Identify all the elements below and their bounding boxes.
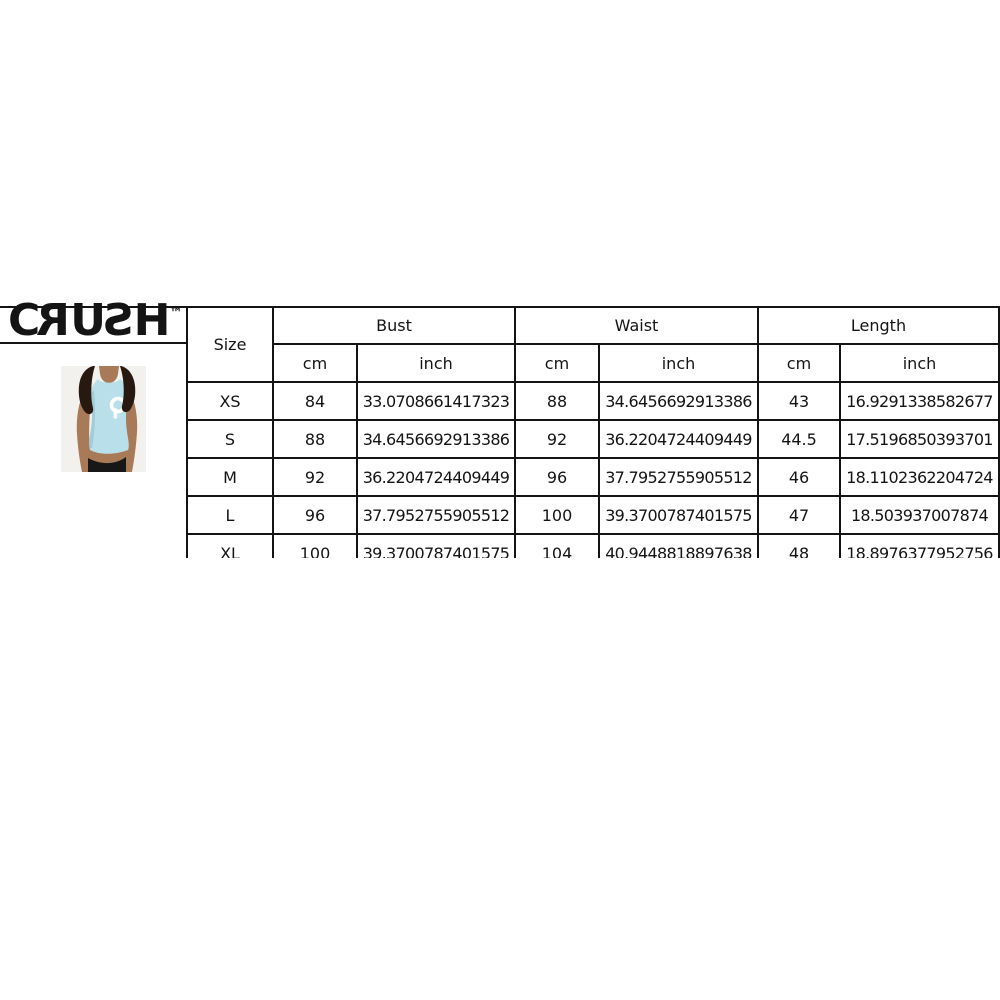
logo-letter-mirrored-r: R	[38, 295, 71, 346]
waist-inch-cell: 34.6456692913386	[598, 381, 759, 421]
waist-inch-cell: 40.9448818897638	[598, 533, 759, 558]
size-chart-table: Size Bust Waist Length cm inch cm inch c…	[186, 306, 1000, 558]
table-row-xl: XL 100 39.3700787401575 104 40.944881889…	[186, 533, 1000, 558]
size-cell: XL	[186, 533, 274, 558]
logo-underline	[0, 342, 187, 344]
size-cell: S	[186, 419, 274, 459]
bust-inch-cell: 37.7952755905512	[356, 495, 516, 535]
size-cell: XS	[186, 381, 274, 421]
table-row-s: S 88 34.6456692913386 92 36.220472440944…	[186, 419, 1000, 459]
waist-cm-cell: 100	[514, 495, 600, 535]
model-hair-right	[120, 366, 136, 413]
length-cm-cell: 47	[757, 495, 841, 535]
unit-header: cm	[757, 343, 841, 383]
logo-letter-mirrored-s: S	[103, 295, 134, 346]
length-inch-cell: 18.8976377952756	[839, 533, 1000, 558]
bust-cm-cell: 100	[272, 533, 358, 558]
model-hair-left	[78, 366, 95, 415]
length-inch-cell: 17.5196850393701	[839, 419, 1000, 459]
brand-logo: CRUSH™	[8, 295, 183, 346]
length-cm-cell: 44.5	[757, 419, 841, 459]
length-inch-cell: 16.9291338582677	[839, 381, 1000, 421]
tank-shading	[89, 390, 96, 448]
bust-inch-cell: 39.3700787401575	[356, 533, 516, 558]
model-neck	[99, 366, 119, 383]
product-photo	[61, 366, 146, 472]
bust-cm-cell: 96	[272, 495, 358, 535]
waist-group-header: Waist	[514, 306, 759, 345]
logo-letter: H	[133, 295, 171, 346]
table-row-m: M 92 36.2204724409449 96 37.795275590551…	[186, 457, 1000, 497]
bust-cm-cell: 92	[272, 457, 358, 497]
unit-header: inch	[839, 343, 1000, 383]
black-bottoms	[88, 457, 126, 472]
waist-cm-cell: 96	[514, 457, 600, 497]
unit-header: cm	[272, 343, 358, 383]
trademark-symbol: ™	[169, 306, 183, 321]
unit-header: inch	[598, 343, 759, 383]
logo-letter: C	[8, 295, 40, 346]
waist-inch-cell: 39.3700787401575	[598, 495, 759, 535]
unit-header: cm	[514, 343, 600, 383]
header-row-groups: Size Bust Waist Length	[186, 306, 1000, 383]
table-row-xs: XS 84 33.0708661417323 88 34.64566929133…	[186, 381, 1000, 421]
size-cell: M	[186, 457, 274, 497]
bust-cm-cell: 88	[272, 419, 358, 459]
bust-inch-cell: 36.2204724409449	[356, 457, 516, 497]
length-group-header: Length	[757, 306, 1000, 345]
table-row-l: L 96 37.7952755905512 100 39.37007874015…	[186, 495, 1000, 535]
waist-cm-cell: 104	[514, 533, 600, 558]
bust-group-header: Bust	[272, 306, 516, 345]
logo-letter: U	[70, 295, 106, 346]
waist-cm-cell: 88	[514, 381, 600, 421]
bust-cm-cell: 84	[272, 381, 358, 421]
bust-inch-cell: 34.6456692913386	[356, 419, 516, 459]
header-row-units: cm inch cm inch cm inch	[187, 343, 1000, 383]
bust-inch-cell: 33.0708661417323	[356, 381, 516, 421]
waist-inch-cell: 37.7952755905512	[598, 457, 759, 497]
unit-header: inch	[356, 343, 516, 383]
length-cm-cell: 43	[757, 381, 841, 421]
content-area: CRUSH™	[0, 295, 1000, 558]
size-column-header: Size	[186, 306, 274, 383]
length-inch-cell: 18.1102362204724	[839, 457, 1000, 497]
length-cm-cell: 48	[757, 533, 841, 558]
waist-cm-cell: 92	[514, 419, 600, 459]
waist-inch-cell: 36.2204724409449	[598, 419, 759, 459]
size-cell: L	[186, 495, 274, 535]
length-cm-cell: 46	[757, 457, 841, 497]
length-inch-cell: 18.503937007874	[839, 495, 1000, 535]
